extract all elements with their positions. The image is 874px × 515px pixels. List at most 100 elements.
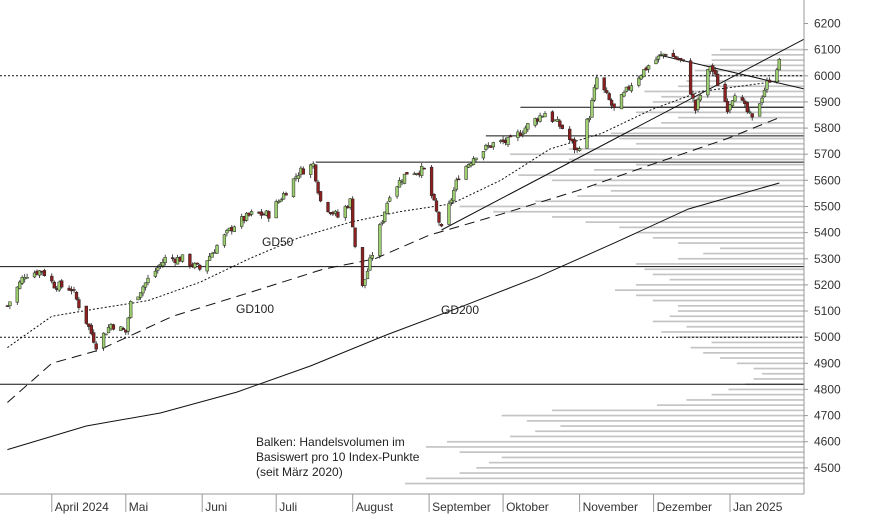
candle-up <box>526 123 530 130</box>
candle-down <box>572 139 577 150</box>
x-tick-label: Juni <box>205 500 227 514</box>
candle-up <box>249 211 254 215</box>
candle-up <box>232 226 236 232</box>
candle-up <box>642 69 646 78</box>
volume-bar <box>694 69 804 72</box>
volume-bar <box>568 148 804 150</box>
volume-bar <box>678 85 804 88</box>
y-tick-label: 5400 <box>814 226 841 240</box>
candle-up <box>757 103 762 117</box>
candle-up <box>156 267 160 271</box>
axes <box>0 0 808 512</box>
candle-down <box>267 211 271 219</box>
candle-down <box>679 58 683 61</box>
volume-bar <box>703 352 804 354</box>
candle-up <box>370 255 375 259</box>
candle-down <box>508 135 513 138</box>
volume-bar <box>610 132 804 135</box>
candle-up <box>728 104 732 111</box>
candle-up <box>538 115 542 122</box>
volume-bar <box>678 242 804 244</box>
candle-down <box>92 332 96 343</box>
y-tick-label: 4900 <box>814 356 841 370</box>
candle-up <box>365 270 370 280</box>
x-tick-label: Dezember <box>657 500 712 514</box>
candle-up <box>240 216 244 227</box>
legend-line-1: Balken: Handelsvolumen im <box>256 435 405 449</box>
volume-bar <box>711 54 804 56</box>
candle-up <box>521 133 525 135</box>
gd50-label: GD50 <box>262 235 294 249</box>
candle-up <box>577 148 582 151</box>
volume-bar <box>720 357 804 359</box>
volume-bar <box>636 284 804 286</box>
volume-bar <box>585 221 804 223</box>
candle-up <box>380 221 384 224</box>
volume-bar <box>405 482 804 485</box>
candle-up <box>765 80 769 90</box>
y-tick-label: 5300 <box>814 252 841 266</box>
candle-up <box>343 206 347 218</box>
volume-bar <box>619 226 804 229</box>
candle-up <box>215 245 219 254</box>
candle-up <box>37 270 42 276</box>
candle-up <box>274 201 278 219</box>
volume-bar <box>711 59 804 61</box>
y-tick-label: 6100 <box>814 43 841 57</box>
volume-bar <box>501 414 804 417</box>
candle-up <box>126 317 130 332</box>
candle-down <box>353 227 357 247</box>
candle-up <box>447 203 451 225</box>
candle-down <box>716 73 720 86</box>
volume-bar <box>669 278 804 281</box>
volume-bar <box>678 257 804 260</box>
volume-bar <box>426 446 804 448</box>
candle-up <box>622 92 626 97</box>
candle-up <box>32 272 37 278</box>
volume-bar <box>476 467 804 469</box>
candle-up <box>296 175 301 179</box>
x-tick-label: Juli <box>279 500 297 514</box>
volume-bar <box>728 388 804 391</box>
y-tick-label: 5700 <box>814 147 841 161</box>
candle-up <box>279 199 283 202</box>
candle-up <box>281 193 286 200</box>
x-tick-label: November <box>583 500 638 514</box>
volume-bar <box>493 210 804 213</box>
moving-average-gd50 <box>7 80 780 349</box>
candle-up <box>129 301 133 318</box>
volume-bar <box>510 153 804 156</box>
volume-bar <box>535 430 804 433</box>
candle-down <box>360 247 365 286</box>
volume-bar <box>535 200 804 203</box>
volume-bar <box>619 137 804 140</box>
y-tick-label: 4500 <box>814 461 841 475</box>
x-tick-label: Oktober <box>506 500 549 514</box>
candle-up <box>698 95 703 101</box>
candle-up <box>8 301 12 307</box>
candle-up <box>619 94 624 110</box>
candle-up <box>205 260 209 272</box>
candle-down <box>52 281 56 289</box>
trend-line <box>441 38 805 231</box>
candle-up <box>101 332 106 349</box>
candle-down <box>77 299 81 308</box>
candle-up <box>639 75 643 80</box>
candle-up <box>464 166 468 180</box>
candle-up <box>523 127 527 134</box>
candle-up <box>587 117 592 121</box>
candle-up <box>654 59 658 65</box>
candle-up <box>449 199 453 204</box>
y-tick-label: 6200 <box>814 17 841 31</box>
candle-up <box>385 202 389 214</box>
candle-down <box>170 257 175 259</box>
moving-averages <box>7 80 780 451</box>
volume-bar <box>753 367 804 370</box>
candle-up <box>543 113 547 118</box>
candle-up <box>383 211 387 222</box>
volume-bar <box>661 122 804 124</box>
candle-up <box>646 65 651 70</box>
volume-bar <box>518 174 804 176</box>
candle-up <box>730 100 735 106</box>
candle-down <box>259 211 264 216</box>
